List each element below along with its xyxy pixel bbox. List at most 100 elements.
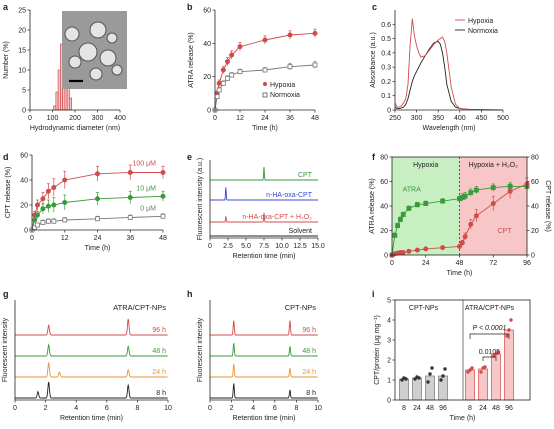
- cpt-point: [507, 188, 513, 194]
- panel-label-e: e: [187, 152, 192, 162]
- cpt-point: [490, 201, 496, 207]
- panel-i-x-tick-label: 24: [479, 405, 487, 412]
- panel-h-y-label: Fluorescent intensity: [197, 317, 204, 382]
- panel-e-x-tick-label: 5.0: [241, 243, 251, 250]
- bar-cpt-nps-48h: [425, 375, 435, 401]
- hypoxia-point: [237, 44, 243, 50]
- panel-f-x-tick-label: 0: [390, 260, 394, 267]
- panel-a-y-tick-label: 15: [18, 48, 26, 55]
- series-10uM-point: [32, 217, 38, 223]
- panel-b-y-tick-label: 60: [203, 8, 211, 15]
- cpt-point: [406, 248, 412, 254]
- atra-point: [392, 232, 398, 238]
- panel-c-y-tick-label: 0.3: [381, 65, 391, 72]
- significance-bracket: [469, 333, 510, 339]
- series-100uM-line: [31, 172, 163, 231]
- chromatogram-48h: [210, 343, 318, 357]
- panel-b-x-label: Time (h): [252, 125, 278, 132]
- chromatogram-label-48h: 48 h: [302, 348, 316, 355]
- panel-a-x-tick-label: 400: [114, 115, 126, 122]
- panel-d-y-tick-label: 0: [24, 228, 28, 235]
- panel-g-x-tick-label: 6: [105, 405, 109, 412]
- atra-point: [423, 201, 429, 206]
- normoxia-point: [220, 80, 226, 86]
- panel-e-x-label: Retention time (min): [232, 253, 295, 260]
- normoxia-point: [225, 75, 230, 81]
- bar-cpt-nps-24h: [412, 377, 422, 401]
- panel-i-y-tick-label: 3: [387, 338, 391, 345]
- panel-b-y-tick-label: 40: [203, 41, 211, 48]
- chromatogram-label-8h: 8 h: [156, 390, 166, 397]
- chromatogram-label-96h: 96 h: [152, 327, 166, 334]
- panel-c-x-tick-label: 500: [497, 115, 509, 122]
- atra-point: [462, 193, 468, 199]
- panel-c-y-tick-label: 0: [387, 108, 391, 115]
- chromatogram-8h: [15, 381, 168, 399]
- cpt-series-label: CPT: [498, 228, 513, 235]
- panel-b-y-tick-label: 20: [203, 74, 211, 81]
- hypoxia-point: [287, 32, 293, 38]
- legend-series-100uM-label: 100 μM: [133, 161, 157, 168]
- panel-d-x-tick-label: 12: [61, 235, 69, 242]
- p-value-0.0001: P < 0.0001: [473, 325, 507, 332]
- histogram-bar: [69, 97, 72, 111]
- normoxia-point: [214, 94, 220, 100]
- panel-h-x-tick-label: 8: [294, 405, 298, 412]
- panel-g-x-tick-label: 2: [44, 405, 48, 412]
- panel-c-x-tick-label: 450: [476, 115, 488, 122]
- panel-g-title: ATRA/CPT-NPs: [113, 303, 166, 312]
- panel-c-y-tick-label: 0.4: [381, 50, 391, 57]
- panel-b-x-tick-label: 36: [286, 115, 294, 122]
- atra-series-label: ATRA: [403, 186, 421, 193]
- cpt-point: [456, 243, 462, 249]
- bar-cpt-nps-8h: [399, 378, 409, 401]
- panel-a-y-tick-label: 25: [18, 8, 26, 15]
- hypoxia-point: [216, 80, 222, 86]
- series-100uM-point: [40, 196, 46, 202]
- panel-h-x-tick-label: 6: [273, 405, 277, 412]
- panel-a-x-tick-label: 200: [69, 115, 81, 122]
- chromatogram-48h: [15, 343, 168, 357]
- bar-atra-cpt-nps-8h: [465, 369, 475, 401]
- series-10uM-point: [62, 199, 68, 205]
- series-0uM-point: [127, 215, 133, 220]
- series-10uM-point: [51, 202, 57, 208]
- significance-bracket: [482, 356, 497, 361]
- atra-point: [400, 212, 406, 217]
- panel-i-y-label: CPT/protein (μg mg⁻¹): [374, 315, 381, 385]
- cpt-chromatogram-label: CPT: [298, 172, 313, 179]
- panel-a-x-tick-label: 0: [28, 115, 32, 122]
- panel-c-y-label: Absorbance (a.u.): [370, 32, 377, 88]
- series-0uM-point: [35, 222, 40, 228]
- panel-b-x-tick-label: 12: [236, 115, 244, 122]
- cpt-point: [400, 250, 406, 256]
- panel-a-y-tick-label: 0: [22, 108, 26, 115]
- panel-f-right-y-tick-label: 0: [531, 253, 535, 260]
- cpt-point: [459, 240, 465, 246]
- cpt-point: [423, 246, 429, 252]
- panel-b-y-tick-label: 0: [207, 108, 211, 115]
- normoxia-point: [216, 87, 222, 93]
- series-10uM-point: [40, 206, 46, 212]
- replicate-point: [404, 377, 408, 381]
- series-100uM-point: [51, 184, 57, 190]
- cpt-point: [473, 213, 479, 219]
- atra-point: [468, 190, 474, 195]
- panel-d-x-tick-label: 48: [159, 235, 167, 242]
- n-ha-oxa-cpt-h2o2-chromatogram: [210, 212, 318, 223]
- panel-a-y-tick-label: 5: [22, 88, 26, 95]
- panel-f-right-y-tick-label: 40: [531, 204, 539, 211]
- panel-g-y-label: Fluorescent intensity: [2, 317, 9, 382]
- series-0uM-point: [62, 217, 68, 223]
- atra-point: [398, 217, 403, 222]
- panel-i-group-atra-cpt-nps-label: ATRA/CPT-NPs: [465, 305, 515, 312]
- tem-particle: [64, 26, 80, 42]
- panel-i-y-tick-label: 0: [387, 398, 391, 405]
- panel-f-y-tick-label: 60: [380, 179, 388, 186]
- panel-f-right-y-tick-label: 80: [531, 155, 539, 162]
- cpt-point: [414, 247, 420, 253]
- panel-label-h: h: [187, 289, 193, 299]
- series-10uM-point: [127, 194, 133, 200]
- hypoxia-point: [262, 37, 268, 43]
- panel-f-x-label: Time (h): [447, 270, 473, 277]
